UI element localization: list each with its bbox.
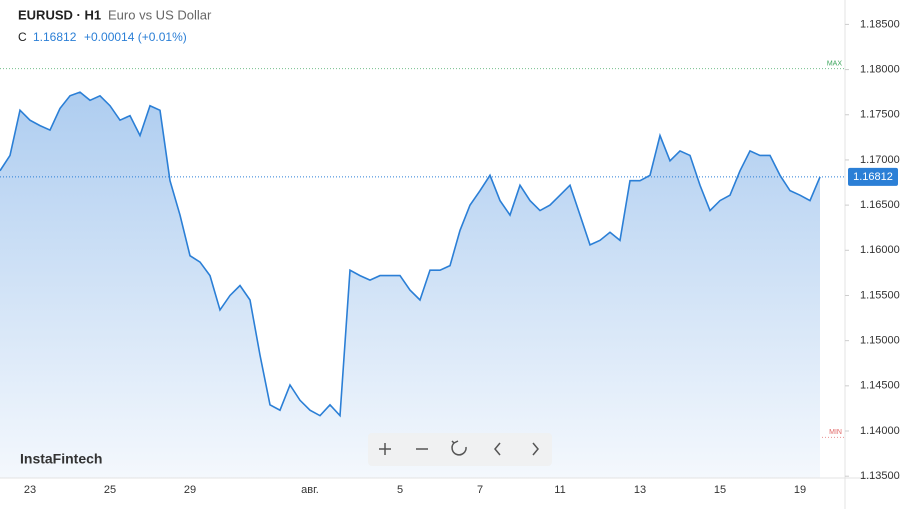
area-fill [0, 92, 820, 478]
zoom-controls [368, 433, 552, 466]
y-tick-label: 1.15500 [860, 289, 900, 301]
y-tick-label: 1.18500 [860, 18, 900, 30]
scroll-right-button[interactable] [532, 442, 539, 456]
price-line [0, 91, 821, 418]
y-tick-label: 1.17000 [860, 154, 900, 166]
x-tick-label: авг. [301, 484, 319, 496]
reset-button[interactable] [451, 440, 467, 456]
x-tick-label: 25 [104, 484, 116, 496]
y-tick-label: 1.13500 [860, 470, 900, 482]
x-tick-label: 19 [794, 484, 806, 496]
x-tick-label: 5 [397, 484, 403, 496]
toolbar [368, 433, 552, 466]
x-tick-label: 29 [184, 484, 196, 496]
x-tick-label: 15 [714, 484, 726, 496]
reference-label: MIN [829, 429, 842, 436]
zoom-in-button[interactable] [379, 443, 391, 455]
symbol: EURUSD · H1 [18, 7, 101, 22]
reference-label: MAX [827, 61, 843, 68]
y-tick-label: 1.17500 [860, 109, 900, 121]
y-tick-label: 1.14500 [860, 380, 900, 392]
change: +0.00014 (+0.01%) [84, 30, 187, 44]
last-price-badge [848, 167, 898, 186]
watermark: InstaFintech [20, 451, 102, 467]
x-tick-label: 13 [634, 484, 646, 496]
y-tick-label: 1.18000 [860, 63, 900, 75]
y-tick-label: 1.15000 [860, 335, 900, 347]
y-tick-label: 1.16500 [860, 199, 900, 211]
close-label: C [18, 30, 27, 44]
x-tick-label: 23 [24, 484, 36, 496]
y-tick-label: 1.16000 [860, 244, 900, 256]
description: Euro vs US Dollar [108, 7, 212, 22]
x-tick-label: 7 [477, 484, 483, 496]
x-tick-label: 11 [554, 484, 565, 496]
last-price-label: 1.16812 [853, 171, 893, 183]
scroll-left-button[interactable] [494, 442, 501, 456]
close-value: 1.16812 [33, 30, 77, 44]
y-tick-label: 1.14000 [860, 425, 900, 437]
